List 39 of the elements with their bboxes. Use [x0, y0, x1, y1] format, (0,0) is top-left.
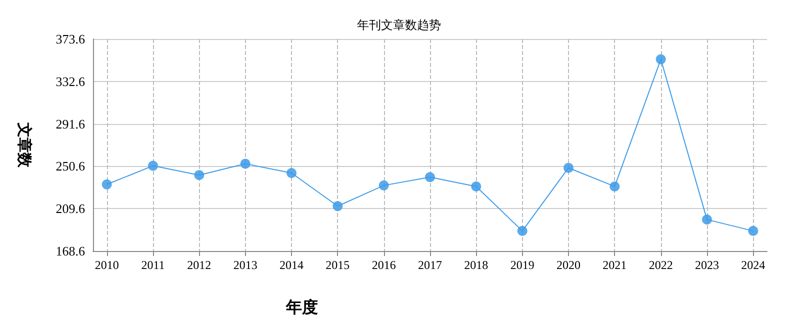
- y-axis-title: 文章数: [16, 122, 34, 168]
- x-tick-label: 2014: [280, 258, 304, 272]
- x-tick-label: 2018: [464, 258, 488, 272]
- point: [425, 172, 435, 182]
- x-tick-label: 2015: [326, 258, 350, 272]
- point: [378, 180, 389, 190]
- y-tick-label: 373.6: [56, 32, 86, 46]
- point: [286, 168, 297, 178]
- x-tick-label: 2012: [187, 258, 212, 272]
- point: [471, 181, 482, 192]
- y-tick-label: 291.6: [56, 116, 86, 132]
- x-tick-label: 2024: [741, 258, 766, 272]
- x-tick-label: 2021: [602, 258, 627, 272]
- point: [148, 160, 158, 171]
- point: [102, 179, 112, 190]
- y-tick-label: 250.6: [56, 158, 86, 174]
- x-tick-label: 2013: [233, 258, 258, 272]
- point: [610, 181, 620, 192]
- x-tick-label: 2019: [510, 258, 534, 272]
- point: [332, 201, 343, 212]
- x-tick-label: 2011: [141, 258, 165, 272]
- y-tick-label: 168.6: [56, 244, 86, 258]
- y-tick-label: 209.6: [56, 201, 86, 216]
- x-tick-label: 2023: [694, 258, 719, 272]
- x-axis-title: 年度: [285, 298, 318, 316]
- point: [702, 214, 712, 225]
- x-tick-label: 2010: [94, 258, 119, 272]
- chart-title: 年刊文章数趋势: [357, 18, 441, 32]
- y-tick-label: 332.6: [56, 74, 86, 89]
- point: [656, 54, 666, 64]
- point: [564, 162, 574, 173]
- point: [240, 158, 250, 169]
- x-tick-label: 2016: [372, 258, 396, 272]
- x-tick-label: 2017: [418, 258, 442, 272]
- x-tick-label: 2022: [648, 258, 673, 272]
- point: [194, 170, 204, 180]
- point: [748, 226, 758, 236]
- x-tick-label: 2020: [556, 258, 580, 272]
- point: [517, 226, 528, 236]
